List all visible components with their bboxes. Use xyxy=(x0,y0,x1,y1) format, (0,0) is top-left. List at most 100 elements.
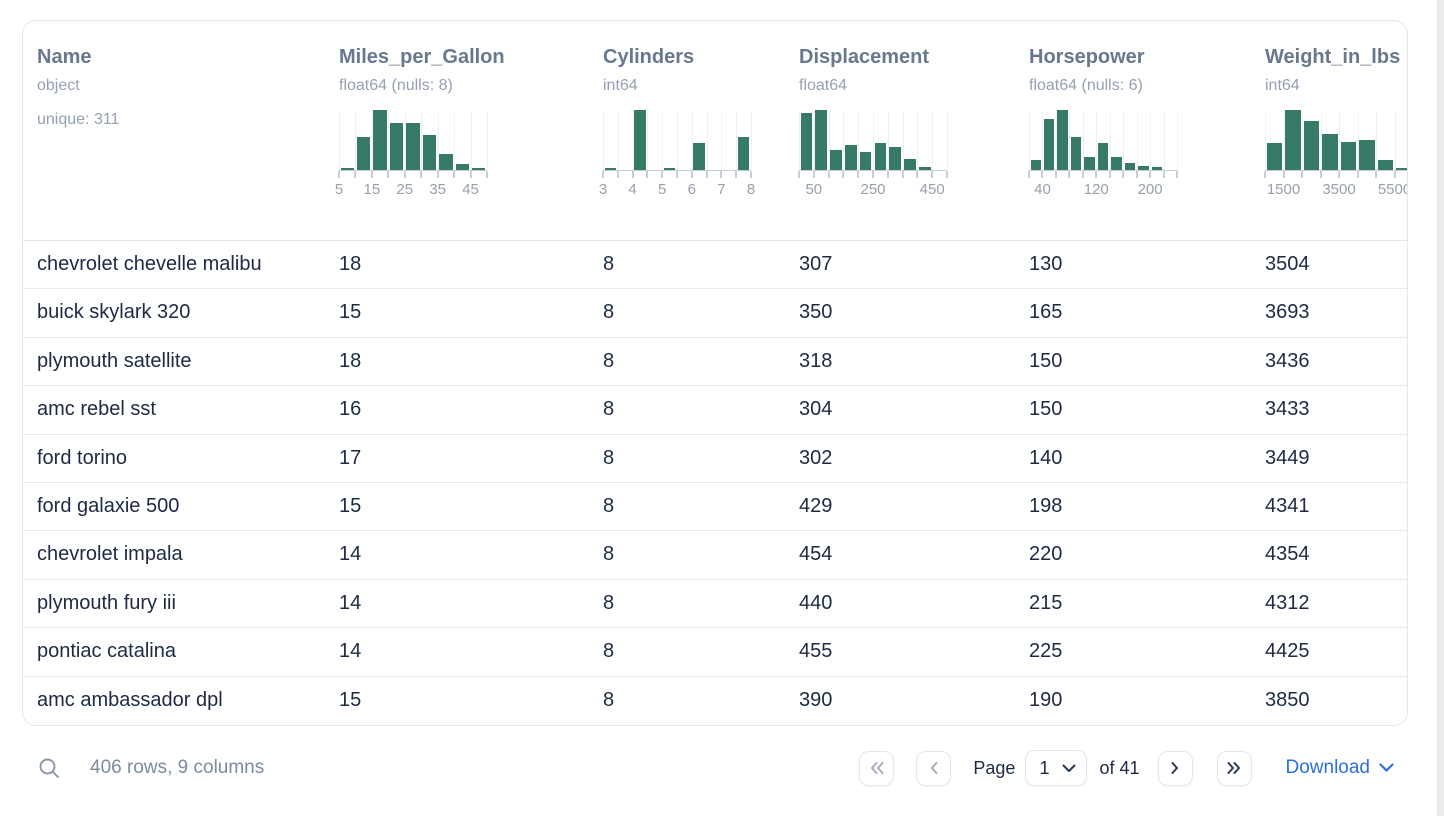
cell-cylinders: 8 xyxy=(603,446,615,469)
last-page-button[interactable] xyxy=(1216,750,1252,786)
column-dtype: int64 xyxy=(1265,77,1300,94)
cell-displacement: 304 xyxy=(799,398,833,421)
histogram-bar xyxy=(918,167,931,170)
vertical-scrollbar-track[interactable] xyxy=(1437,0,1444,816)
histogram-bar xyxy=(1084,156,1095,170)
histogram-bar xyxy=(844,144,857,170)
column-title: Miles_per_Gallon xyxy=(339,46,505,68)
histogram-horsepower[interactable]: 40 120 200 xyxy=(1028,110,1178,201)
table-row: plymouth fury iii 14 8 440 215 4312 xyxy=(23,580,1407,629)
column-dtype: float64 xyxy=(799,77,848,94)
cell-horsepower: 130 xyxy=(1029,253,1063,275)
page-label: Page xyxy=(973,757,1016,778)
cell-horsepower: 165 xyxy=(1029,301,1063,324)
cell-miles_per_gallon: 15 xyxy=(339,494,362,517)
histogram-bar xyxy=(1377,160,1393,170)
cell-miles_per_gallon: 15 xyxy=(339,301,362,324)
column-header-name: Name object unique: 311 xyxy=(23,21,325,240)
column-title: Weight_in_lbs xyxy=(1265,46,1401,68)
cell-miles_per_gallon: 14 xyxy=(339,640,362,663)
histogram-weight_in_lbs[interactable]: 1500 3500 5500 xyxy=(1264,110,1408,201)
cell-cylinders: 8 xyxy=(603,543,615,566)
chevron-right-icon xyxy=(1171,762,1178,774)
column-title: Name xyxy=(37,46,92,68)
column-title: Horsepower xyxy=(1029,46,1145,68)
histogram-bar xyxy=(340,167,354,170)
column-header-displacement: Displacement float64 50 250 450 xyxy=(785,21,1015,240)
histogram-bar xyxy=(1266,143,1282,170)
histogram-bar xyxy=(889,147,902,170)
cell-weight_in_lbs: 3504 xyxy=(1265,253,1310,275)
cell-miles_per_gallon: 16 xyxy=(339,398,362,421)
page-select[interactable]: 1 xyxy=(1025,750,1088,786)
cell-horsepower: 220 xyxy=(1029,543,1063,566)
axis-tick-label: 5 xyxy=(334,181,344,198)
axis-tick-label: 45 xyxy=(462,181,479,198)
cell-displacement: 454 xyxy=(799,543,833,566)
table-row: ford torino 17 8 302 140 3449 xyxy=(23,435,1407,483)
search-icon xyxy=(39,758,59,778)
table-row: ford galaxie 500 15 8 429 198 4341 xyxy=(23,483,1407,532)
histogram-bar xyxy=(830,150,842,170)
table-row: buick skylark 320 15 8 350 165 3693 xyxy=(23,289,1407,338)
histogram-bar xyxy=(455,164,470,170)
histogram-cylinders[interactable]: 3 4 5 6 7 8 xyxy=(599,110,755,201)
search-button[interactable] xyxy=(38,756,62,780)
next-page-button[interactable] xyxy=(1157,750,1193,786)
histogram-bar xyxy=(604,167,617,170)
table-row: chevrolet chevelle malibu 18 8 307 130 3504 xyxy=(23,241,1407,290)
histogram-bar xyxy=(1359,140,1375,170)
download-button[interactable]: Download xyxy=(1286,757,1395,779)
cell-horsepower: 150 xyxy=(1029,398,1063,421)
first-page-button[interactable] xyxy=(859,750,895,786)
cell-miles_per_gallon: 17 xyxy=(339,446,362,469)
cell-name: ford galaxie 500 xyxy=(37,494,180,517)
cell-miles_per_gallon: 14 xyxy=(339,591,362,614)
cell-horsepower: 150 xyxy=(1029,349,1063,372)
cell-displacement: 429 xyxy=(799,494,833,517)
prev-page-button[interactable] xyxy=(916,750,952,786)
cell-cylinders: 8 xyxy=(603,688,615,711)
chevron-down-icon xyxy=(1379,763,1394,772)
cell-name: buick skylark 320 xyxy=(37,301,191,324)
axis-tick-label: 120 xyxy=(1083,181,1109,198)
histogram-bar xyxy=(422,135,437,170)
cell-cylinders: 8 xyxy=(603,253,615,275)
cell-weight_in_lbs: 3850 xyxy=(1265,688,1310,711)
histogram-bar xyxy=(389,123,404,170)
cell-cylinders: 8 xyxy=(603,349,615,372)
cell-miles_per_gallon: 14 xyxy=(339,543,362,566)
histogram-bar xyxy=(1057,110,1068,170)
cell-name: plymouth satellite xyxy=(37,349,192,372)
table-row: amc rebel sst 16 8 304 150 3433 xyxy=(23,386,1407,435)
cell-weight_in_lbs: 4312 xyxy=(1265,591,1310,614)
histogram-bar xyxy=(663,168,676,170)
cell-weight_in_lbs: 4341 xyxy=(1265,494,1310,517)
cell-displacement: 307 xyxy=(799,253,833,275)
histogram-displacement[interactable]: 50 250 450 xyxy=(798,110,948,201)
histogram-bar xyxy=(356,137,371,170)
cell-weight_in_lbs: 4425 xyxy=(1265,640,1310,663)
cell-name: chevrolet chevelle malibu xyxy=(37,253,262,275)
cell-displacement: 302 xyxy=(799,446,833,469)
column-dtype: float64 (nulls: 8) xyxy=(339,77,453,94)
cell-horsepower: 198 xyxy=(1029,494,1063,517)
chevron-down-icon xyxy=(1062,764,1076,772)
cell-miles_per_gallon: 15 xyxy=(339,688,362,711)
histogram-bar xyxy=(1322,134,1338,170)
cell-name: amc rebel sst xyxy=(37,398,156,421)
column-dtype: int64 xyxy=(603,77,638,94)
histogram-bar xyxy=(634,110,646,170)
axis-tick-label: 7 xyxy=(717,181,726,198)
table-body: chevrolet chevelle malibu 18 8 307 130 3504 bu… xyxy=(23,241,1407,725)
histogram-bar xyxy=(1151,167,1163,170)
cell-horsepower: 140 xyxy=(1029,446,1063,469)
histogram-bar xyxy=(693,143,706,170)
axis-tick-label: 5500 xyxy=(1377,181,1408,198)
column-title: Cylinders xyxy=(603,46,695,68)
column-header-cylinders: Cylinders int64 3 4 5 6 7 8 xyxy=(589,21,785,240)
histogram-bar xyxy=(815,110,828,170)
histogram-miles_per_gallon[interactable]: 5 15 25 35 45 xyxy=(335,110,488,201)
cell-displacement: 350 xyxy=(799,301,833,324)
